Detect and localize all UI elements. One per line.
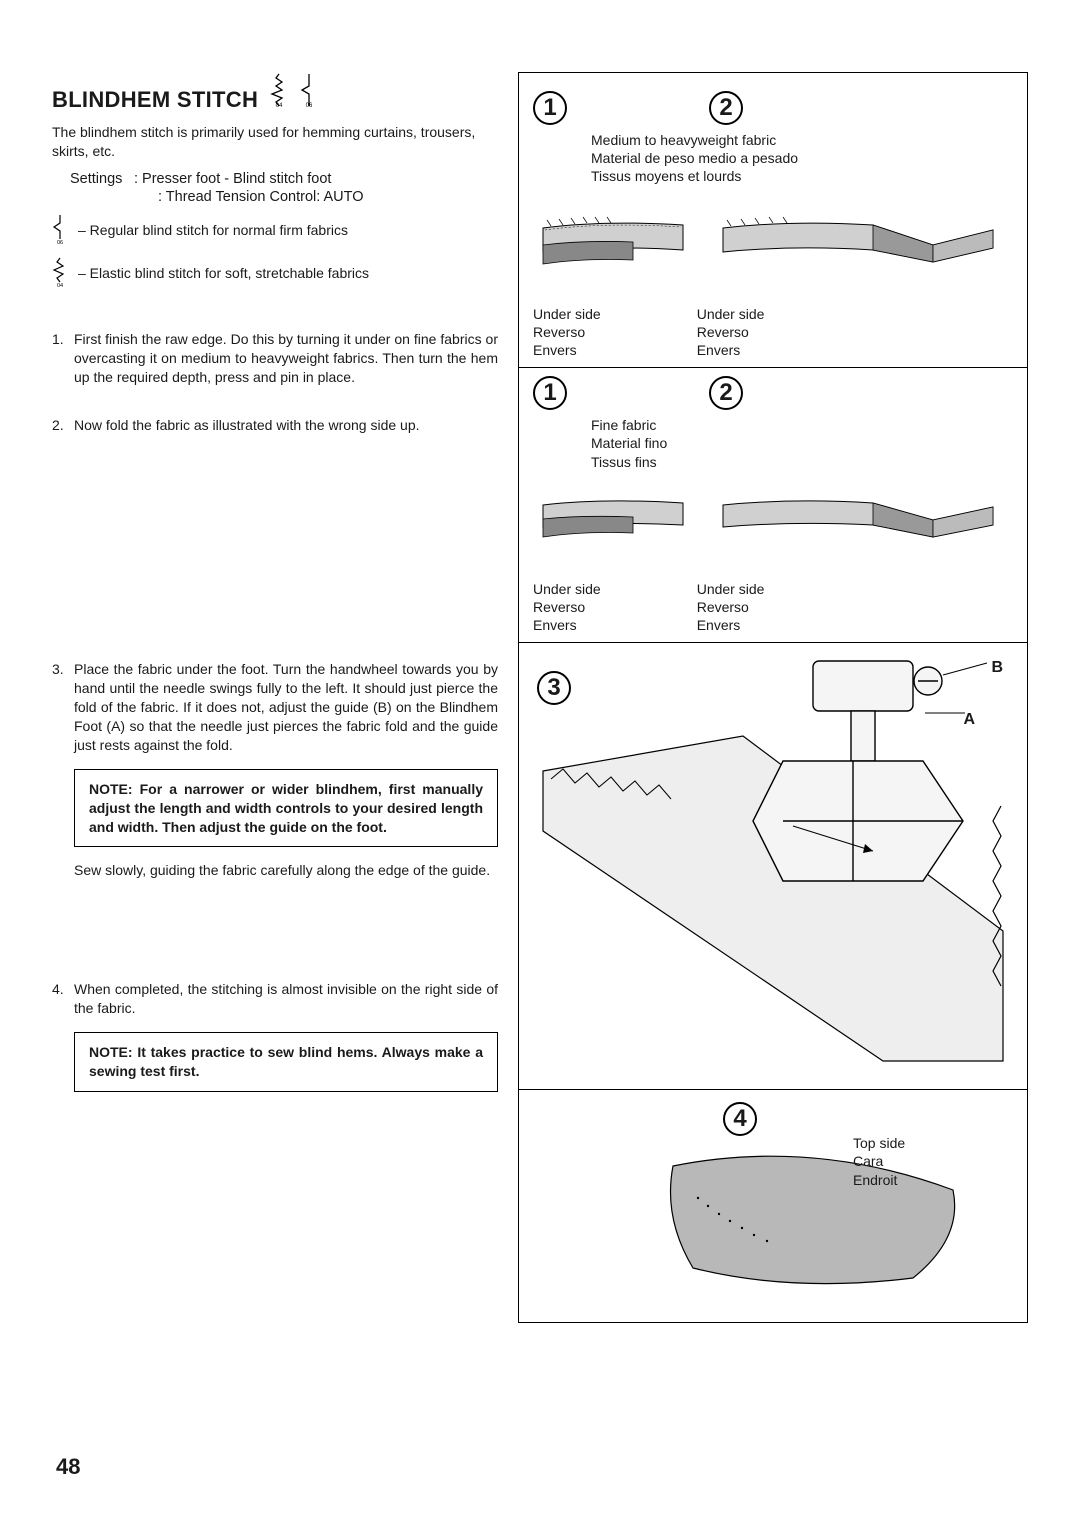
settings-value-1: : Presser foot - Blind stitch foot xyxy=(134,171,331,187)
step-4: 4. When completed, the stitching is almo… xyxy=(52,980,498,1018)
note-1-text: For a narrower or wider blindhem, first … xyxy=(89,781,483,835)
intro-text: The blindhem stitch is primarily used fo… xyxy=(52,123,498,161)
under-label-1a: Under side Reverso Envers xyxy=(533,305,601,360)
note-2-text: It takes practice to sew blind hems. Alw… xyxy=(89,1044,483,1079)
settings-line-1: Settings : Presser foot - Blind stitch f… xyxy=(52,171,498,187)
step-1: 1. First finish the raw edge. Do this by… xyxy=(52,330,498,387)
step-4-num: 4. xyxy=(52,980,74,1018)
heavy-l2: Material de peso medio a pesado xyxy=(591,149,1013,167)
fine-l2: Material fino xyxy=(591,434,1013,452)
stitch-icon-regular: 06 xyxy=(300,72,318,113)
stitch-elastic-text: – Elastic blind stitch for soft, stretch… xyxy=(78,265,369,281)
step-3-text: Place the fabric under the foot. Turn th… xyxy=(74,660,498,754)
fig-row-fine-nums: 1 2 xyxy=(533,376,1013,410)
svg-text:04: 04 xyxy=(276,103,283,108)
note-1-lead: NOTE: xyxy=(89,781,140,797)
stitch-mini-icon-elastic: 04 xyxy=(52,257,70,290)
heavy-fabric-header: Medium to heavyweight fabric Material de… xyxy=(591,131,1013,186)
fine-fabric-header: Fine fabric Material fino Tissus fins xyxy=(591,416,1013,471)
heavy-under-labels: Under side Reverso Envers Under side Rev… xyxy=(533,305,1013,360)
step-1-text: First finish the raw edge. Do this by tu… xyxy=(74,330,498,387)
circle-2a: 2 xyxy=(709,91,743,125)
presser-foot-illustration xyxy=(533,651,1011,1071)
settings-line-2: : Thread Tension Control: AUTO xyxy=(52,187,498,208)
note-box-2: NOTE: It takes practice to sew blind hem… xyxy=(74,1032,498,1092)
top-side-label: Top side Cara Endroit xyxy=(853,1134,905,1189)
fine-fabric-illustration xyxy=(533,475,1013,575)
stitch-mini-icon-regular: 06 xyxy=(52,214,70,247)
label-a: A xyxy=(963,711,975,729)
page-title: BLINDHEM STITCH xyxy=(52,87,258,113)
finished-hem-illustration xyxy=(533,1098,1011,1298)
circle-4: 4 xyxy=(723,1102,757,1136)
circle-1a: 1 xyxy=(533,91,567,125)
note-2-lead: NOTE: xyxy=(89,1044,137,1060)
svg-text:06: 06 xyxy=(306,103,313,108)
step-3-num: 3. xyxy=(52,660,74,754)
settings-label: Settings xyxy=(52,171,134,187)
svg-text:04: 04 xyxy=(57,283,63,287)
title-row: BLINDHEM STITCH 04 06 xyxy=(52,72,498,113)
stitch-type-elastic: 04 – Elastic blind stitch for soft, stre… xyxy=(52,257,498,290)
step-2-text: Now fold the fabric as illustrated with … xyxy=(74,416,498,435)
diagram-container: 1 2 Medium to heavyweight fabric Materia… xyxy=(518,72,1028,1323)
under-label-2a: Under side Reverso Envers xyxy=(697,305,765,360)
step-2-num: 2. xyxy=(52,416,74,435)
note-box-1: NOTE: For a narrower or wider blindhem, … xyxy=(74,769,498,848)
fine-l1: Fine fabric xyxy=(591,416,1013,434)
separator-3 xyxy=(519,1089,1027,1090)
step-3: 3. Place the fabric under the foot. Turn… xyxy=(52,660,498,754)
fine-l3: Tissus fins xyxy=(591,453,1013,471)
after-note-text: Sew slowly, guiding the fabric carefully… xyxy=(74,861,498,880)
figure-3-area: 3 A B xyxy=(533,651,1013,1081)
circle-2b: 2 xyxy=(709,376,743,410)
page-number: 48 xyxy=(56,1454,80,1480)
heavy-l1: Medium to heavyweight fabric xyxy=(591,131,1013,149)
circle-1b: 1 xyxy=(533,376,567,410)
separator-1 xyxy=(519,367,1027,368)
under-label-1b: Under side Reverso Envers xyxy=(533,580,601,635)
heavy-fabric-illustration xyxy=(533,190,1013,300)
figure-4-area: 4 Top side Cara Endroit xyxy=(533,1098,1013,1308)
svg-text:06: 06 xyxy=(57,240,63,244)
separator-2 xyxy=(519,642,1027,643)
stitch-icon-elastic: 04 xyxy=(270,72,288,113)
step-2: 2. Now fold the fabric as illustrated wi… xyxy=(52,416,498,435)
under-label-2b: Under side Reverso Envers xyxy=(697,580,765,635)
circle-3: 3 xyxy=(537,671,571,705)
stitch-regular-text: – Regular blind stitch for normal firm f… xyxy=(78,222,348,238)
step-1-num: 1. xyxy=(52,330,74,387)
fine-under-labels: Under side Reverso Envers Under side Rev… xyxy=(533,580,1013,635)
step-4-text: When completed, the stitching is almost … xyxy=(74,980,498,1018)
heavy-l3: Tissus moyens et lourds xyxy=(591,167,1013,185)
fig-row-heavy-nums: 1 2 xyxy=(533,91,1013,125)
stitch-type-regular: 06 – Regular blind stitch for normal fir… xyxy=(52,214,498,247)
label-b: B xyxy=(991,659,1003,677)
